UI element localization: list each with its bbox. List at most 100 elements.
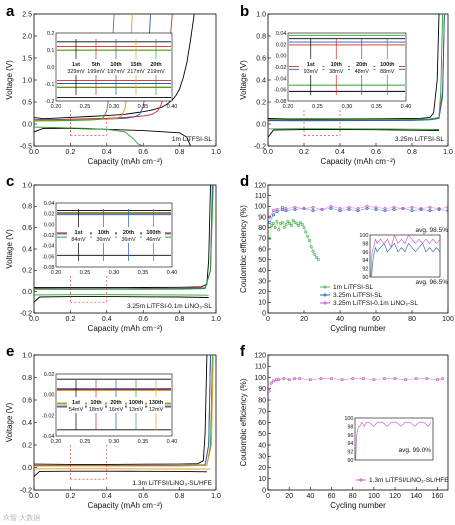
inset-series: [355, 421, 431, 460]
inset-x-tick-label: 0.40: [167, 270, 178, 276]
overpotential-value: 197mV: [107, 69, 125, 75]
data-point: [382, 377, 386, 381]
data-point: [446, 209, 448, 213]
data-point: [365, 204, 369, 208]
y-tick-label: 0.2: [256, 99, 266, 106]
overpotential-value: 12mV: [149, 407, 164, 413]
panel-f: f 0 20 40 60 80 100 120 140 160 0 10 20 30 40 50 60 70 80 9…: [239, 343, 449, 510]
overpotential-cycle: 10th: [331, 62, 343, 68]
x-tick-label: 0.6: [138, 149, 148, 156]
x-tick-label: 140: [410, 493, 422, 500]
inset-y-tick-label: 0.02: [276, 42, 287, 48]
overpotential-label-bg: [299, 59, 323, 75]
y-tick-label: 0: [262, 310, 266, 317]
data-point: [410, 205, 414, 209]
data-point: [410, 209, 414, 213]
inset-annotation: avg. 96.5%: [415, 279, 448, 286]
legend-marker: [323, 301, 327, 305]
panel-a: a0.0 0.2 0.4 0.6 0.8 1.0-0.50.00.51.01.52.02.…: [5, 3, 221, 166]
overpotential-cycle: 5th: [92, 62, 101, 68]
overpotential-value: 199mV: [87, 69, 105, 75]
data-point: [347, 205, 351, 209]
overpotential-cycle: 1st: [72, 62, 80, 68]
legend-entry: 3.25m LiTFSI-SL: [333, 292, 383, 299]
x-tick-label: 1.0: [211, 149, 221, 156]
x-tick-label: 1.0: [211, 316, 221, 323]
overpotential-value: 217mV: [127, 69, 145, 75]
data-point: [280, 220, 284, 224]
inset-annotation: avg. 98.5%: [415, 227, 448, 234]
inset-y-tick-label: 0.1: [47, 48, 55, 54]
inset-y-tick-label: 92: [362, 267, 368, 273]
inset-y-tick-label: -0.06: [42, 254, 55, 260]
y-tick-label: 0.0: [22, 289, 32, 296]
data-point: [313, 252, 317, 256]
data-point: [284, 206, 288, 210]
data-point: [338, 206, 342, 210]
x-tick-label: 0: [266, 493, 270, 500]
x-axis-label: Cycling number: [330, 501, 386, 510]
overpotential-value: 18mV: [89, 407, 104, 413]
overpotential-cycle: 1st: [75, 230, 83, 236]
y-tick-label: 10: [258, 300, 266, 307]
inset: 0.20 0.25 0.30 0.35 0.40 -0.08 -0.06 -0.04 -0.02…: [274, 31, 411, 110]
overpotential-label-bg: [87, 59, 105, 75]
y-tick-label: 1.5: [22, 55, 32, 62]
data-point: [271, 379, 275, 383]
y-tick-label: 100: [254, 375, 266, 382]
overpotential-cycle: 100th: [129, 400, 144, 406]
y-tick-label: -0.2: [20, 487, 32, 494]
x-tick-label: 160: [432, 493, 444, 500]
overpotential-value: 48mV: [355, 69, 370, 75]
y-tick-label: 1.0: [22, 352, 32, 359]
overpotential-value: 36mV: [121, 237, 136, 243]
overpotential-label-bg: [147, 59, 165, 75]
inset-y-tick-label: -0.08: [274, 99, 287, 105]
legend-entry: 1m LiTFSI-SL: [333, 284, 373, 291]
inset-y-tick-label: 0.00: [44, 393, 55, 399]
x-tick-label: 0.2: [66, 493, 76, 500]
watermark: 众智·大数据: [3, 514, 41, 522]
data-point: [428, 205, 432, 209]
y-tick-label: 0.8: [22, 204, 32, 211]
inset-y-tick-label: 0.02: [44, 372, 55, 378]
inset-y-tick-label: -0.02: [42, 413, 55, 419]
inset-y-tick-label: -0.04: [42, 434, 55, 440]
series-group: [268, 14, 445, 138]
x-tick-label: 0.4: [102, 493, 112, 500]
data-point: [340, 378, 344, 382]
y-axis-label: Voltage (V): [5, 60, 14, 100]
series-line: [34, 127, 192, 146]
data-point: [288, 221, 292, 225]
x-axis-label: Capacity (mAh cm⁻²): [88, 501, 163, 510]
y-tick-label: 2.0: [22, 33, 32, 40]
x-axis-label: Capacity (mAh cm⁻²): [88, 324, 163, 333]
y-tick-label: 0.2: [22, 442, 32, 449]
overpotential-value: 13mV: [129, 407, 144, 413]
inset-y-tick-label: 92: [347, 450, 353, 456]
x-tick-label: 20: [285, 493, 293, 500]
x-tick-label: 0.2: [66, 316, 76, 323]
inset: 0.20 0.25 0.30 0.35 0.40 -0.08 -0.06 -0.04 -0.02…: [42, 201, 177, 276]
overpotential-cycle: 10th: [98, 230, 110, 236]
x-tick-label: 80: [349, 493, 357, 500]
inset-frame: [369, 234, 441, 278]
y-tick-label: 1.0: [22, 182, 32, 189]
series-line: [34, 185, 211, 289]
data-point: [271, 213, 275, 217]
data-point: [277, 228, 281, 232]
overpotential-cycle: 1st: [307, 62, 315, 68]
inset-x-tick-label: 0.30: [109, 270, 120, 276]
inset-x-tick-label: 0.20: [51, 439, 62, 445]
inset-y-tick-label: 0.04: [44, 201, 55, 207]
inset-y-tick-label: 96: [347, 433, 353, 439]
data-point: [298, 220, 302, 224]
inset-x-tick-label: 0.40: [167, 104, 178, 110]
data-point: [311, 249, 315, 253]
data-point: [302, 226, 306, 230]
x-tick-label: 0.8: [175, 316, 185, 323]
y-tick-label: 1.0: [256, 11, 266, 18]
x-tick-label: 100: [368, 493, 380, 500]
inset-annotation: avg. 99.0%: [398, 447, 431, 454]
inset-y-tick-label: -0.02: [274, 65, 287, 71]
